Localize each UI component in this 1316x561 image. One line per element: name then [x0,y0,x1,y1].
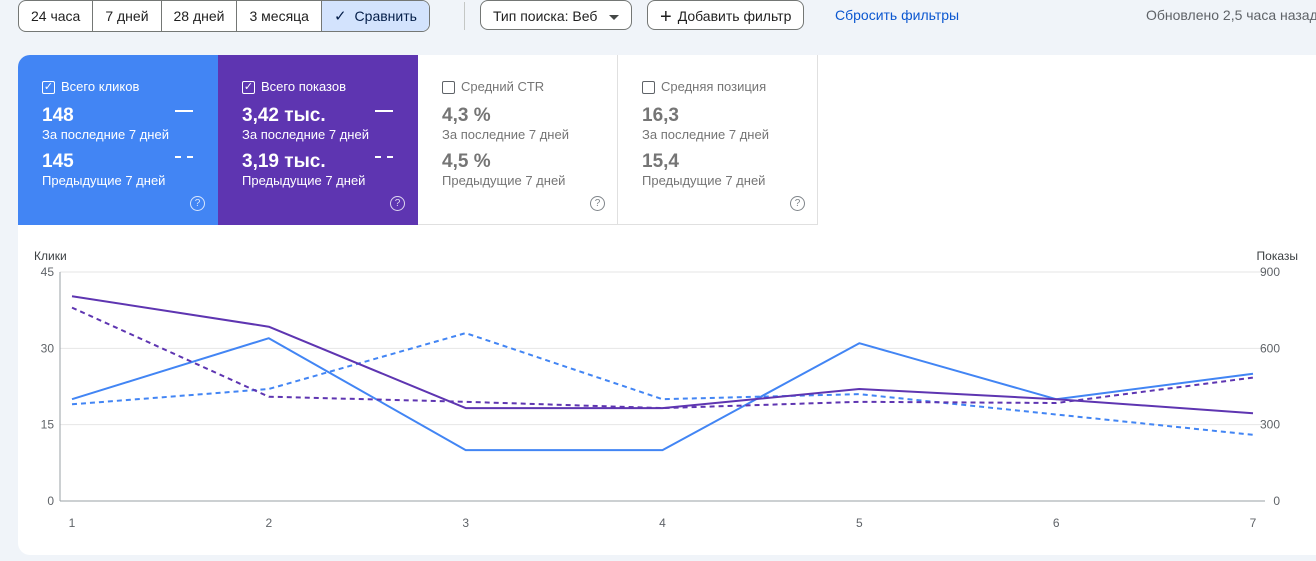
updated-status: Обновлено 2,5 часа назад [1146,7,1316,23]
search-type-dropdown[interactable]: Тип поиска: Веб [480,0,633,30]
impressions-dashed-line [71,306,1254,410]
toolbar: 24 часа 7 дней 28 дней 3 месяца ✓ Сравнит… [0,0,1316,34]
compare-label: Сравнить [354,8,417,24]
metric-card-ctr[interactable]: Средний CTR 4,3 % За последние 7 дней 4,… [418,55,618,225]
help-icon[interactable]: ? [190,196,205,211]
x-tick-label: 6 [1053,516,1060,530]
metric-card-impressions[interactable]: ✓ Всего показов 3,42 тыс. За последние 7… [218,55,418,225]
metric-current-value: 148 [42,105,74,126]
caret-down-icon [609,14,620,20]
y-axis-left-title: Клики [34,249,67,263]
x-tick-label: 5 [856,516,863,530]
impressions-solid-line [71,295,1254,415]
help-icon[interactable]: ? [590,196,605,211]
performance-panel: ✓ Всего кликов 148 За последние 7 дней 1… [18,55,1316,555]
metric-current-value: 3,42 тыс. [242,105,326,126]
y-right-tick-label: 0 [1273,494,1280,508]
metric-current-value: 16,3 [642,105,679,126]
metric-previous-value: 3,19 тыс. [242,151,326,172]
range-28d-button[interactable]: 28 дней [162,1,238,31]
y-left-tick-label: 0 [47,494,54,508]
metric-name: Средняя позиция [661,79,767,94]
checkbox-unchecked-icon[interactable] [642,81,655,94]
y-left-tick-label: 15 [41,418,55,432]
plus-icon: + [660,6,672,28]
metric-previous-value: 15,4 [642,151,679,172]
metric-current-label: За последние 7 дней [442,127,569,142]
range-24h-button[interactable]: 24 часа [19,1,94,31]
checkbox-unchecked-icon[interactable] [442,81,455,94]
metric-previous-label: Предыдущие 7 дней [242,173,366,188]
metric-current-value: 4,3 % [442,105,491,126]
metric-card-clicks[interactable]: ✓ Всего кликов 148 За последние 7 дней 1… [18,55,218,225]
range-7d-button[interactable]: 7 дней [93,1,162,31]
metric-previous-label: Предыдущие 7 дней [642,173,766,188]
check-icon: ✓ [333,8,347,25]
solid-line-legend-icon [375,110,393,112]
toolbar-divider [464,2,465,30]
metric-previous-label: Предыдущие 7 дней [42,173,166,188]
y-right-tick-label: 600 [1260,341,1280,355]
metric-name: Всего кликов [61,79,140,94]
y-axis-right-title: Показы [1257,249,1298,263]
y-right-tick-label: 900 [1260,265,1280,279]
clicks-solid-line [71,337,1254,452]
x-tick-label: 3 [462,516,469,530]
metric-previous-label: Предыдущие 7 дней [442,173,566,188]
date-range-selector: 24 часа 7 дней 28 дней 3 месяца ✓ Сравнит… [18,0,430,32]
checkbox-checked-icon[interactable]: ✓ [242,81,255,94]
add-filter-button[interactable]: + Добавить фильтр [647,0,805,30]
compare-button[interactable]: ✓ Сравнить [321,1,429,31]
solid-line-legend-icon [175,110,193,112]
add-filter-label: Добавить фильтр [677,8,792,24]
metric-current-label: За последние 7 дней [642,127,769,142]
x-tick-label: 2 [265,516,272,530]
x-tick-label: 1 [69,516,76,530]
metric-name: Средний CTR [461,79,545,94]
metric-card-position[interactable]: Средняя позиция 16,3 За последние 7 дней… [618,55,818,225]
metric-previous-value: 4,5 % [442,151,491,172]
help-icon[interactable]: ? [790,196,805,211]
metric-current-label: За последние 7 дней [42,127,169,142]
dashed-line-legend-icon [375,156,393,158]
x-tick-label: 4 [659,516,666,530]
range-3m-button[interactable]: 3 месяца [237,1,322,31]
metric-previous-value: 145 [42,151,74,172]
dashed-line-legend-icon [175,156,193,158]
x-tick-label: 7 [1250,516,1257,530]
y-right-tick-label: 300 [1260,418,1280,432]
help-icon[interactable]: ? [390,196,405,211]
search-type-label: Тип поиска: Веб [493,8,598,24]
y-left-tick-label: 30 [41,341,55,355]
metric-current-label: За последние 7 дней [242,127,369,142]
y-left-tick-label: 45 [41,265,55,279]
checkbox-checked-icon[interactable]: ✓ [42,81,55,94]
metric-name: Всего показов [261,79,346,94]
reset-filters-link[interactable]: Сбросить фильтры [835,7,960,23]
